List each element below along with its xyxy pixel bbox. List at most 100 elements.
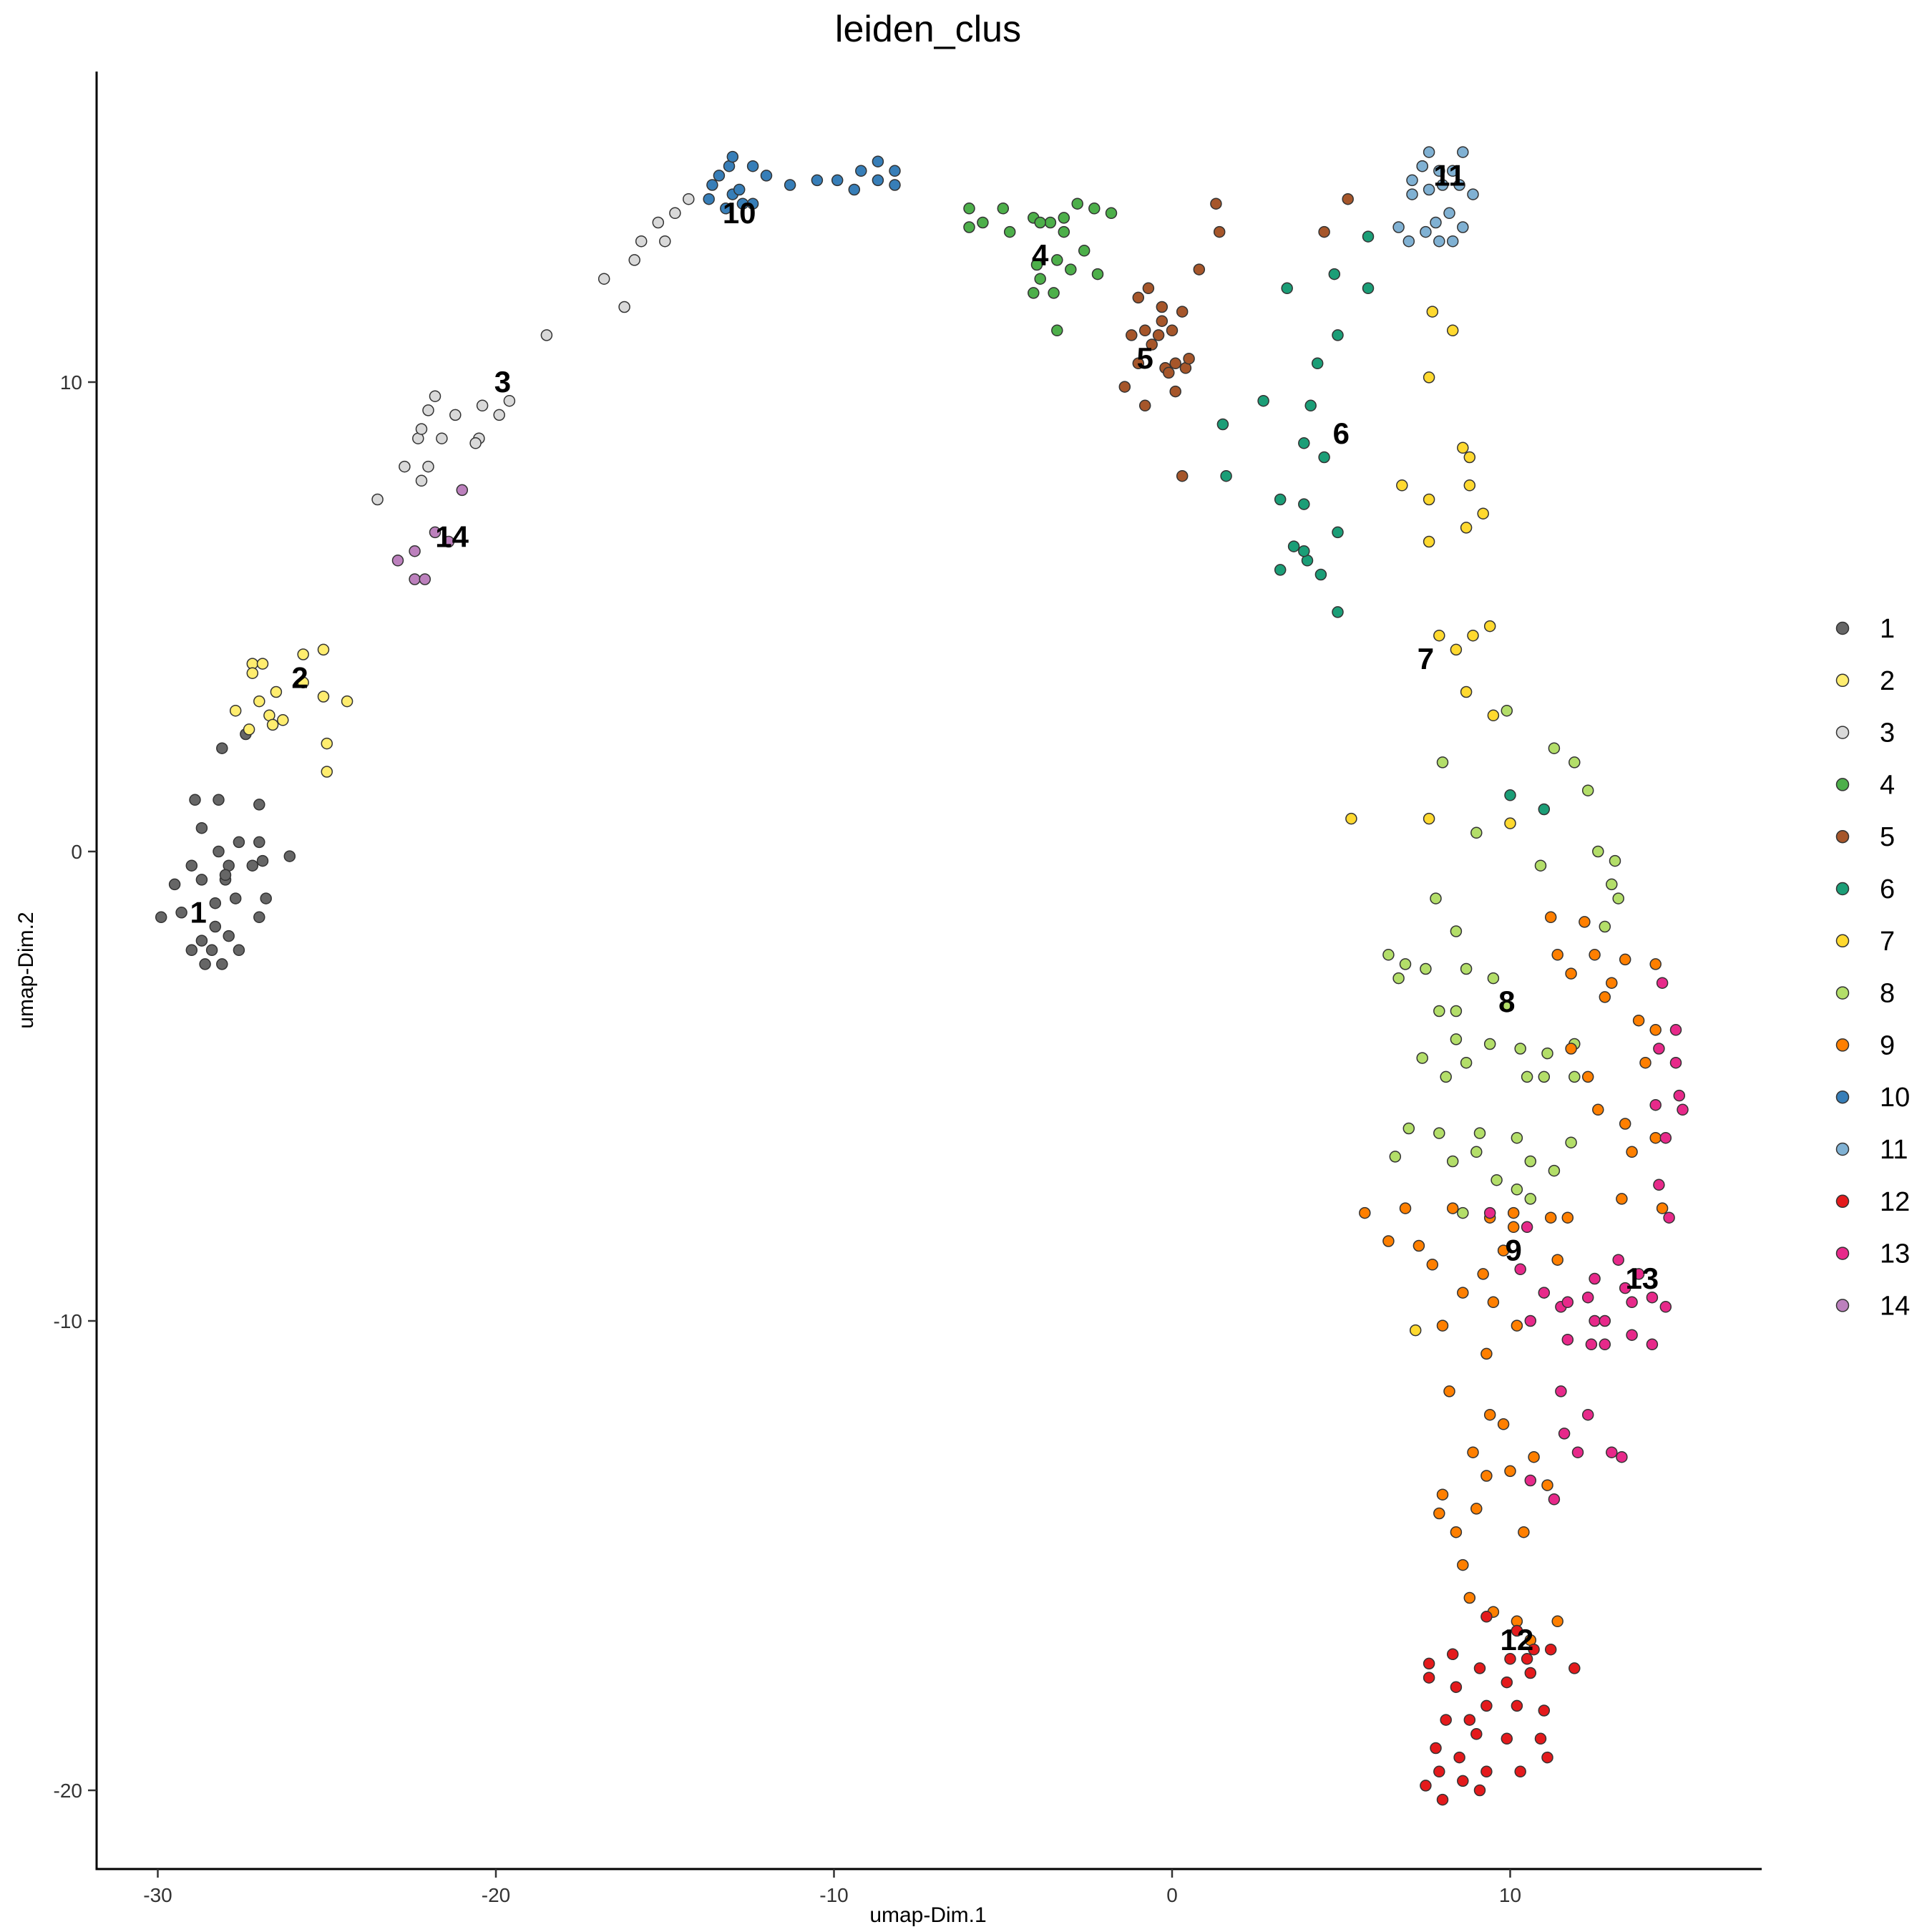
point-cluster-8: [1470, 826, 1483, 839]
point-cluster-13: [1663, 1211, 1675, 1224]
point-cluster-8: [1450, 1005, 1463, 1018]
point-cluster-9: [1561, 1211, 1574, 1224]
point-cluster-13: [1581, 1291, 1594, 1304]
point-cluster-9: [1649, 1131, 1662, 1144]
point-cluster-7: [1423, 371, 1435, 384]
point-cluster-9: [1497, 1418, 1510, 1430]
axes: [95, 72, 1762, 1870]
cluster-label-6: 6: [1333, 416, 1350, 450]
point-cluster-1: [246, 859, 259, 872]
point-cluster-9: [1443, 1385, 1455, 1397]
point-cluster-9: [1470, 1503, 1483, 1515]
point-cluster-13: [1555, 1385, 1567, 1397]
point-cluster-11: [1420, 225, 1432, 238]
point-cluster-4: [1051, 324, 1063, 337]
point-cluster-3: [635, 235, 648, 248]
point-cluster-3: [540, 329, 553, 341]
point-cluster-9: [1507, 1206, 1520, 1219]
point-cluster-13: [1589, 1272, 1601, 1285]
point-cluster-10: [855, 165, 867, 177]
point-cluster-4: [1071, 197, 1083, 210]
point-cluster-13: [1581, 1408, 1594, 1421]
point-cluster-1: [189, 794, 201, 806]
point-cluster-13: [1649, 1098, 1662, 1111]
x-tick-label: -30: [143, 1884, 172, 1906]
point-cluster-1: [185, 944, 198, 957]
point-cluster-12: [1480, 1699, 1493, 1712]
legend-label-5: 5: [1880, 822, 1895, 852]
point-cluster-5: [1342, 192, 1354, 205]
point-cluster-13: [1659, 1131, 1672, 1144]
point-cluster-1: [253, 911, 265, 924]
point-cluster-5: [1193, 263, 1206, 275]
point-cluster-12: [1521, 1653, 1533, 1665]
point-cluster-3: [399, 460, 411, 473]
point-cluster-6: [1332, 526, 1344, 539]
legend-label-12: 12: [1880, 1187, 1910, 1217]
cluster-label-3: 3: [494, 365, 511, 399]
point-cluster-4: [1034, 273, 1046, 285]
point-cluster-12: [1450, 1681, 1463, 1693]
point-cluster-4: [1065, 263, 1077, 275]
point-cluster-1: [233, 944, 245, 957]
point-cluster-12: [1524, 1667, 1537, 1679]
point-cluster-11: [1416, 160, 1428, 172]
point-cluster-11: [1430, 216, 1442, 229]
point-cluster-8: [1568, 1070, 1581, 1083]
point-cluster-8: [1420, 962, 1432, 975]
point-cluster-8: [1460, 962, 1473, 975]
point-cluster-8: [1460, 1056, 1473, 1069]
point-cluster-6: [1362, 282, 1375, 295]
point-cluster-5: [1176, 306, 1189, 318]
point-cluster-4: [963, 203, 975, 215]
legend-label-14: 14: [1880, 1291, 1910, 1321]
point-cluster-6: [1287, 540, 1300, 552]
point-cluster-8: [1548, 742, 1561, 754]
point-cluster-1: [168, 878, 181, 891]
point-cluster-7: [1460, 522, 1473, 534]
point-cluster-12: [1544, 1643, 1557, 1656]
point-cluster-9: [1504, 1465, 1516, 1478]
point-cluster-8: [1389, 1151, 1402, 1163]
point-cluster-9: [1581, 1070, 1594, 1083]
point-cluster-8: [1433, 1005, 1445, 1018]
point-cluster-11: [1433, 235, 1445, 248]
point-cluster-14: [409, 545, 421, 557]
point-cluster-9: [1649, 958, 1662, 970]
point-cluster-10: [811, 174, 824, 187]
point-cluster-13: [1483, 1206, 1496, 1219]
point-cluster-8: [1524, 1193, 1537, 1205]
point-cluster-5: [1146, 338, 1158, 351]
point-cluster-8: [1470, 1146, 1483, 1158]
legend-key-14: [1835, 1299, 1850, 1312]
point-cluster-6: [1274, 493, 1287, 506]
point-cluster-11: [1443, 207, 1455, 220]
point-cluster-2: [341, 695, 353, 708]
point-cluster-7: [1450, 643, 1463, 656]
point-cluster-8: [1524, 1155, 1537, 1168]
point-cluster-9: [1649, 1024, 1662, 1036]
point-cluster-10: [726, 150, 739, 163]
point-cluster-13: [1538, 1287, 1551, 1299]
point-cluster-4: [1034, 216, 1046, 229]
point-cluster-7: [1423, 535, 1435, 548]
point-cluster-13: [1673, 1089, 1686, 1102]
point-cluster-6: [1298, 498, 1310, 510]
point-cluster-2: [266, 718, 279, 731]
legend-key-6: [1835, 882, 1850, 896]
point-cluster-5: [1138, 399, 1151, 412]
point-cluster-9: [1433, 1507, 1445, 1520]
point-cluster-13: [1589, 1314, 1601, 1327]
point-cluster-9: [1589, 949, 1601, 961]
point-cluster-3: [415, 423, 428, 435]
point-cluster-10: [831, 174, 844, 187]
point-cluster-14: [456, 484, 469, 497]
legend-key-7: [1835, 934, 1850, 948]
point-cluster-12: [1538, 1704, 1551, 1717]
point-cluster-9: [1551, 949, 1563, 961]
point-cluster-7: [1463, 479, 1476, 492]
point-cluster-9: [1436, 1488, 1449, 1501]
